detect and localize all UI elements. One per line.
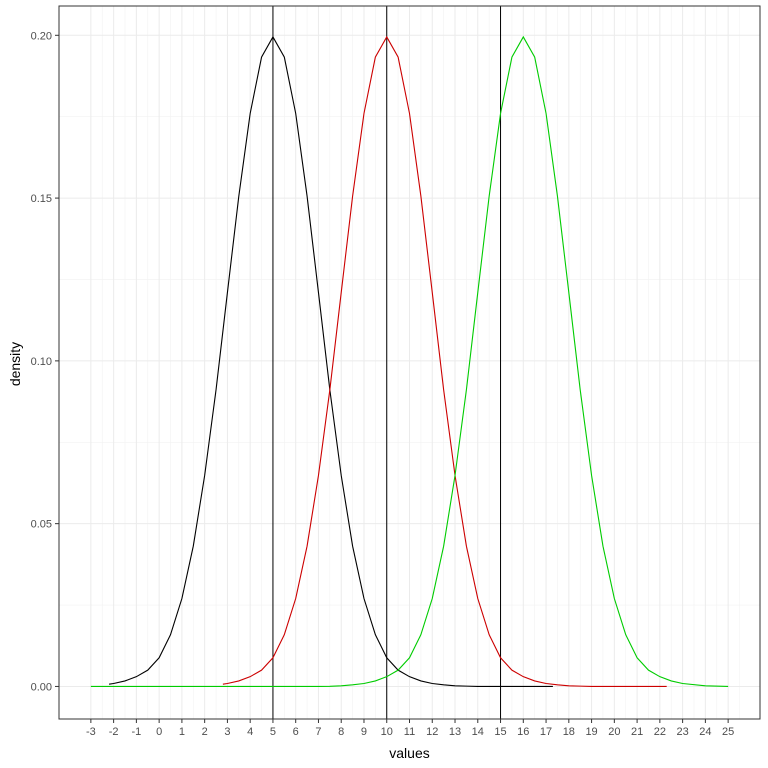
density-curve-2 (222, 35, 667, 687)
x-tick-label: 7 (315, 726, 321, 738)
x-tick-label: 10 (381, 726, 393, 738)
density-curve-3 (90, 35, 729, 687)
x-tick-label: 23 (676, 726, 688, 738)
x-tick-label: 2 (202, 726, 208, 738)
x-axis: -3 -2 -1 0 1 2 3 4 5 6 7 8 9 10 11 12 13 14 15 16 17 18 19 20 21… (86, 719, 734, 738)
x-tick-label: 24 (699, 726, 711, 738)
x-tick-label: 15 (494, 726, 506, 738)
y-tick-label: 0.00 (31, 681, 52, 693)
mean-vertical-lines (272, 6, 502, 719)
y-axis: 0.00 0.05 0.10 0.15 0.20 (31, 30, 59, 693)
x-tick-label: 17 (540, 726, 552, 738)
minor-gridlines (59, 6, 760, 719)
x-tick-label: 18 (563, 726, 575, 738)
x-tick-label: 4 (247, 726, 253, 738)
x-tick-label: 0 (156, 726, 162, 738)
x-tick-label: 12 (426, 726, 438, 738)
x-tick-label: 20 (608, 726, 620, 738)
x-tick-label: 19 (585, 726, 597, 738)
x-tick-label: 16 (517, 726, 529, 738)
x-tick-label: 14 (472, 726, 484, 738)
x-tick-label: 11 (404, 726, 415, 738)
x-tick-label: 8 (338, 726, 344, 738)
x-axis-title: values (389, 745, 429, 761)
x-tick-label: 25 (722, 726, 734, 738)
x-tick-label: 21 (631, 726, 643, 738)
y-axis-title: density (7, 342, 23, 386)
x-tick-label: 1 (179, 726, 185, 738)
x-tick-label: 6 (293, 726, 299, 738)
y-tick-label: 0.20 (31, 30, 52, 42)
x-tick-label: 9 (361, 726, 367, 738)
x-tick-label: -1 (131, 726, 141, 738)
y-tick-label: 0.05 (31, 519, 52, 531)
density-curves (90, 35, 729, 687)
x-tick-label: 5 (270, 726, 276, 738)
x-tick-label: -3 (86, 726, 96, 738)
x-tick-label: -2 (109, 726, 119, 738)
x-tick-label: 22 (654, 726, 666, 738)
y-tick-label: 0.10 (31, 356, 52, 368)
x-tick-label: 13 (449, 726, 461, 738)
x-tick-label: 3 (224, 726, 230, 738)
y-tick-label: 0.15 (31, 193, 52, 205)
